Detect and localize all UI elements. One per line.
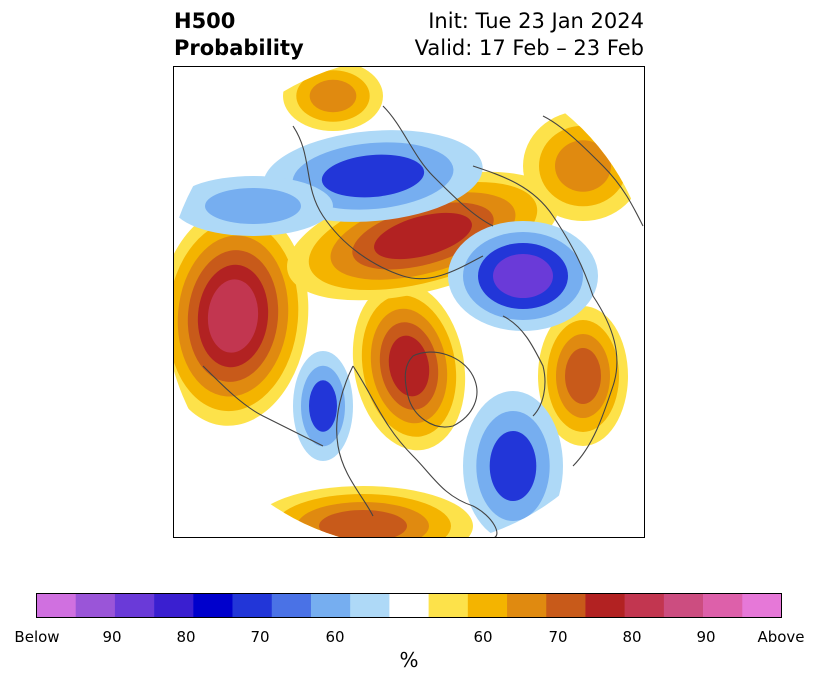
coastline-segment bbox=[502, 315, 546, 417]
coastline-segment bbox=[382, 105, 494, 227]
colorbar-cell bbox=[271, 593, 312, 618]
colorbar-tick-label: 80 bbox=[176, 628, 196, 646]
colorbar-tick-label: 70 bbox=[250, 628, 270, 646]
coastline-segment bbox=[542, 115, 644, 227]
colorbar-cell bbox=[350, 593, 390, 618]
coastline-segment bbox=[472, 165, 594, 297]
colorbar-cell bbox=[703, 593, 743, 618]
title-variable: H500 bbox=[174, 9, 236, 33]
colorbar-tick-label: 90 bbox=[102, 628, 122, 646]
colorbar-cell bbox=[114, 593, 155, 618]
valid-range: Valid: 17 Feb – 23 Feb bbox=[414, 36, 644, 60]
coastline-segment bbox=[202, 365, 324, 447]
colorbar-cell bbox=[624, 593, 665, 618]
colorbar-cell bbox=[154, 593, 194, 618]
below-normal-contour bbox=[493, 254, 553, 298]
colorbar-cell bbox=[585, 593, 625, 618]
probability-field bbox=[173, 66, 643, 538]
above-normal-contour bbox=[319, 510, 407, 538]
below-normal-contour bbox=[309, 380, 337, 432]
probability-map bbox=[173, 66, 645, 538]
colorbar-cell bbox=[232, 593, 273, 618]
colorbar-tick-label: 60 bbox=[325, 628, 345, 646]
colorbar-tick-label: 60 bbox=[473, 628, 493, 646]
colorbar-cell bbox=[742, 593, 782, 618]
below-normal-contour bbox=[321, 154, 425, 198]
title-left: H500 Probability bbox=[174, 8, 304, 62]
above-normal-contour bbox=[565, 348, 601, 404]
coastline-segment bbox=[336, 365, 374, 517]
coastline-segment bbox=[352, 365, 498, 538]
above-normal-contour bbox=[555, 140, 611, 192]
below-normal-contour bbox=[205, 188, 301, 224]
colorbar-cell bbox=[507, 593, 547, 618]
coastlines bbox=[202, 105, 644, 538]
below-normal-contour bbox=[489, 431, 537, 501]
map-frame bbox=[173, 66, 645, 538]
title-right: Init: Tue 23 Jan 2024 Valid: 17 Feb – 23… bbox=[415, 8, 644, 62]
coastline-segment bbox=[292, 125, 484, 280]
above-normal-contour bbox=[374, 212, 472, 260]
colorbar-tick-label: 80 bbox=[622, 628, 642, 646]
title-product: Probability bbox=[174, 36, 304, 60]
colorbar-cell bbox=[389, 593, 429, 618]
colorbar-cell bbox=[663, 593, 704, 618]
colorbar-tick-label: Below bbox=[14, 628, 60, 646]
colorbar-cell bbox=[310, 593, 351, 618]
above-normal-contour bbox=[207, 279, 259, 353]
colorbar-unit: % bbox=[399, 648, 419, 672]
colorbar-cell bbox=[467, 593, 508, 618]
colorbar-tick-label: 70 bbox=[548, 628, 568, 646]
above-normal-contour bbox=[388, 335, 430, 397]
colorbar-tick-label: 90 bbox=[696, 628, 716, 646]
coastline-segment bbox=[404, 351, 478, 428]
colorbar-cell bbox=[36, 593, 77, 618]
coastline-segment bbox=[572, 295, 618, 467]
colorbar-tick-label: Above bbox=[757, 628, 805, 646]
colorbar-cell bbox=[546, 593, 586, 618]
colorbar-cell bbox=[75, 593, 116, 618]
above-normal-contour bbox=[309, 79, 357, 113]
init-date: Init: Tue 23 Jan 2024 bbox=[428, 9, 644, 33]
colorbar-cell bbox=[193, 593, 233, 618]
colorbar-cell bbox=[428, 593, 469, 618]
colorbar bbox=[36, 593, 782, 618]
colorbar-frame bbox=[36, 593, 782, 618]
